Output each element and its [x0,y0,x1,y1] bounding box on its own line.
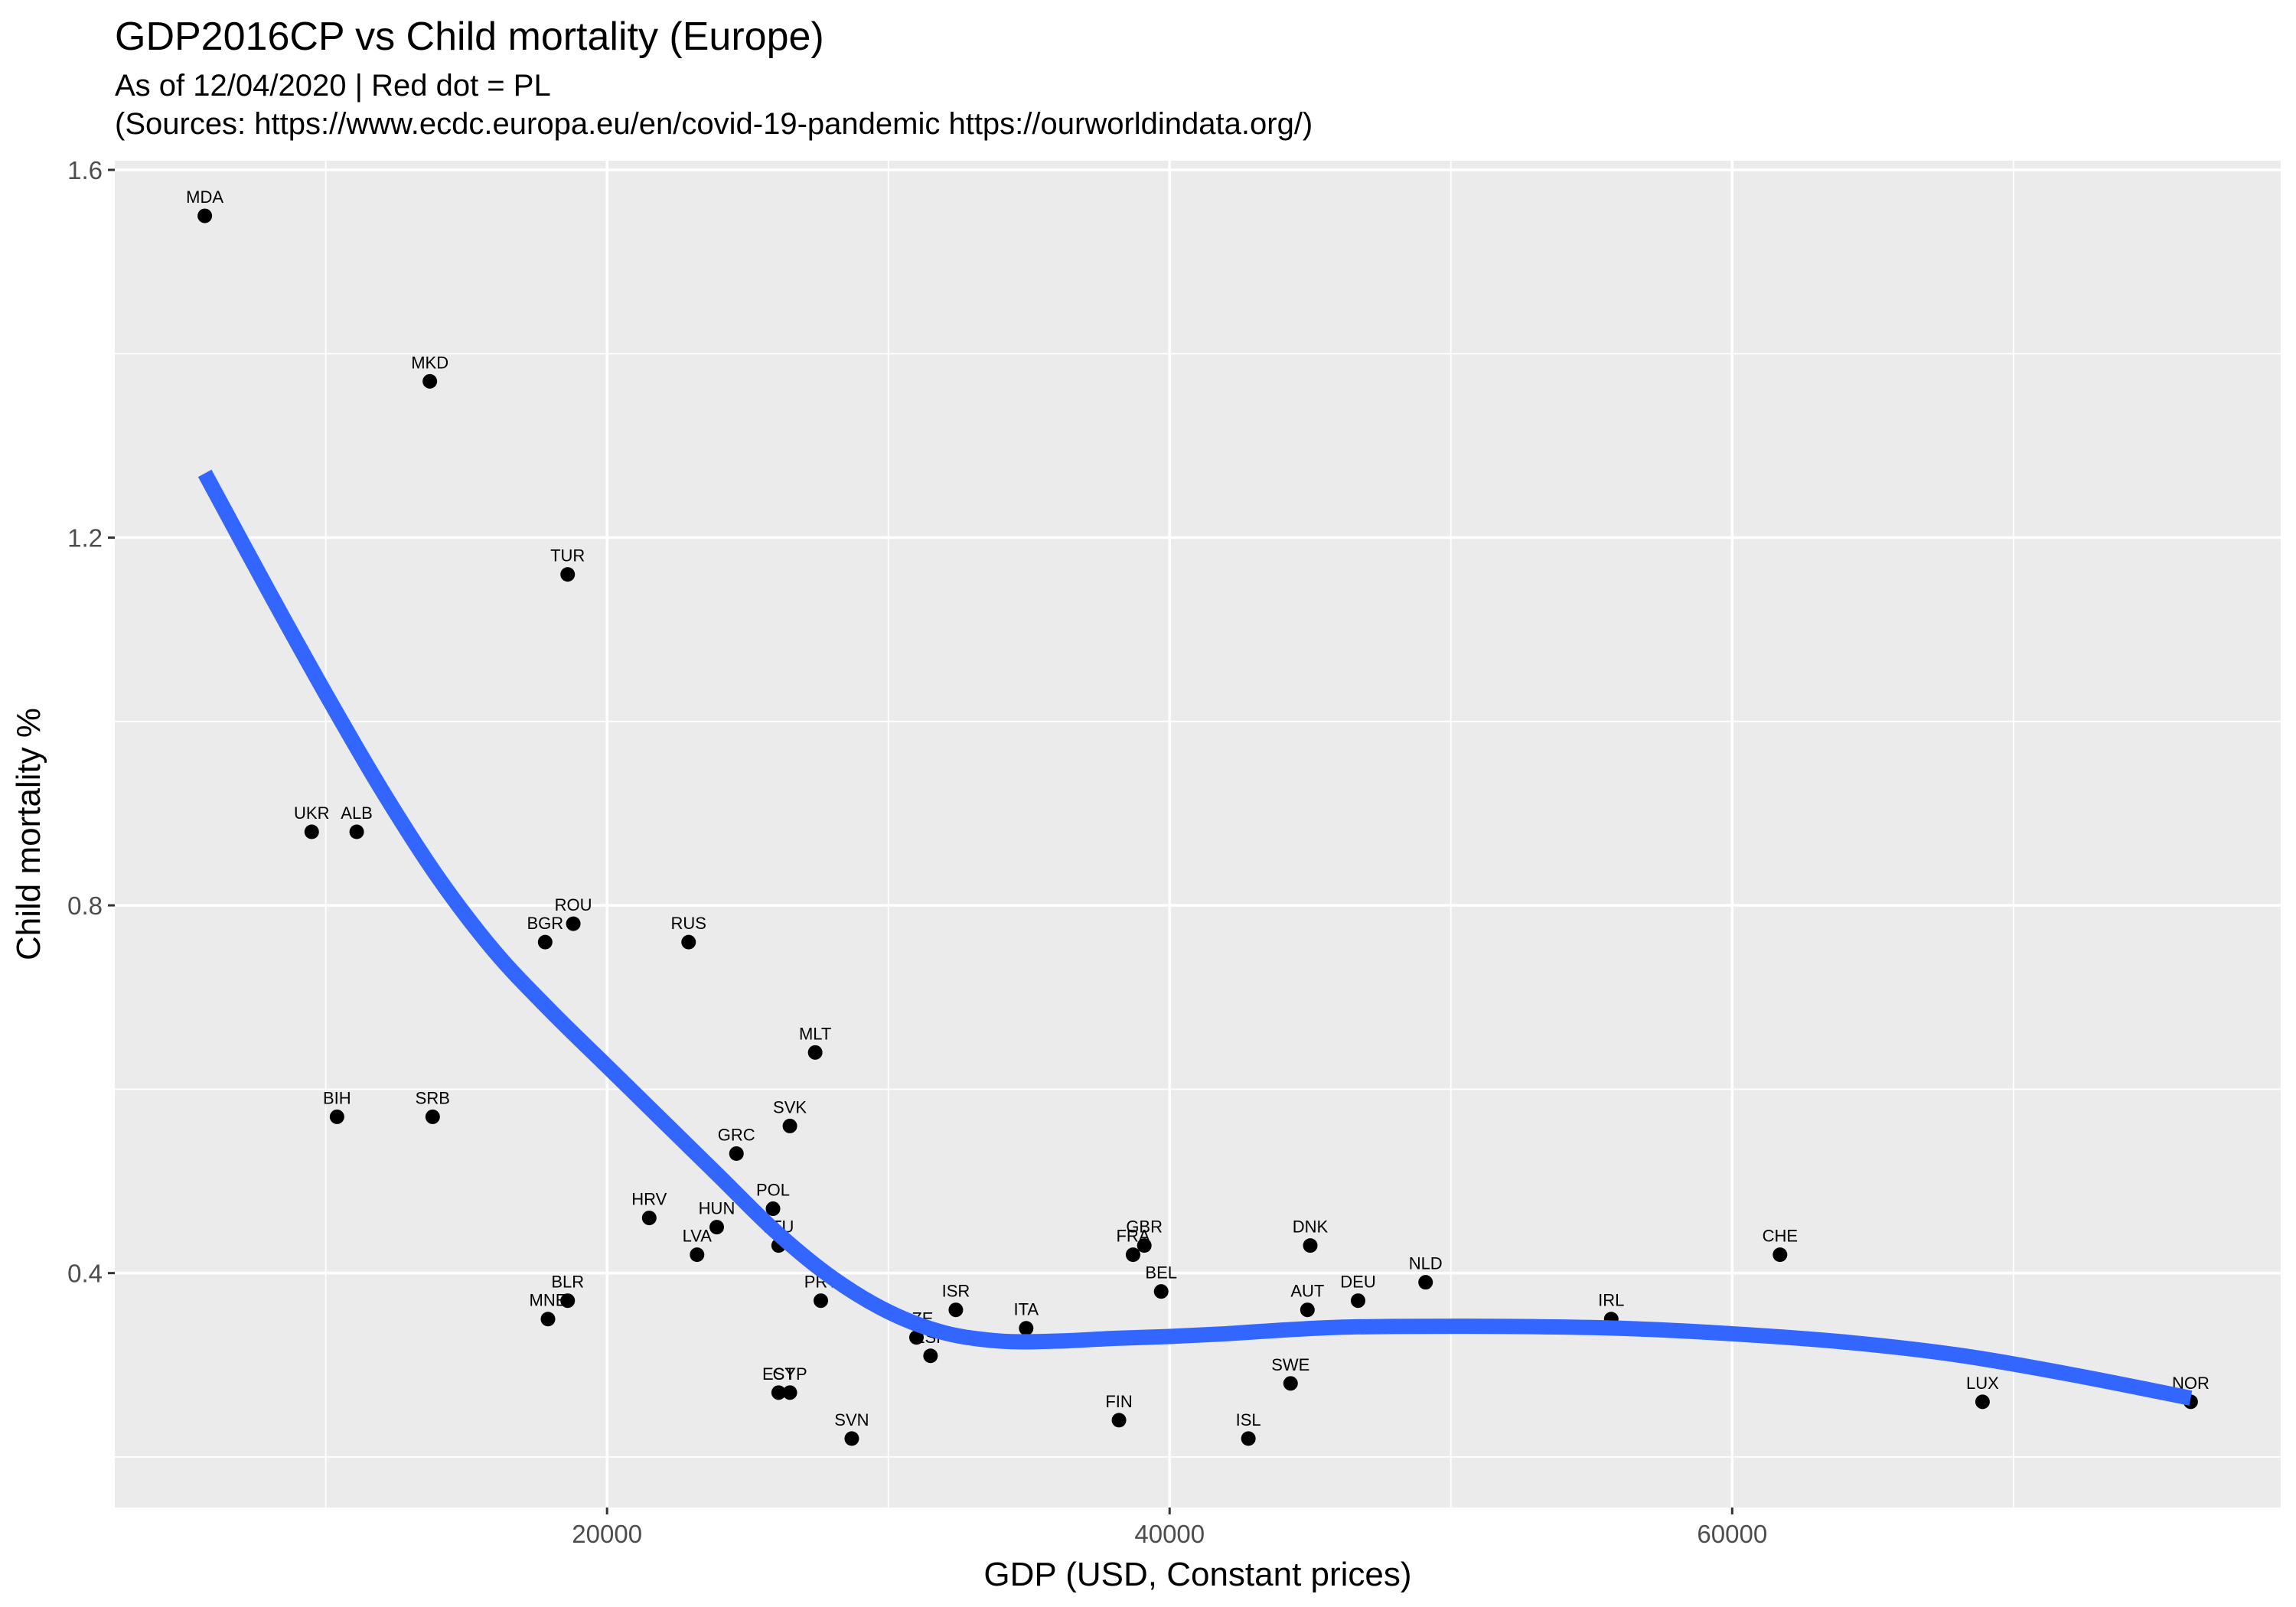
data-point-grc [729,1146,744,1161]
major-gridlines [115,161,2281,1508]
data-point-est [771,1385,786,1400]
data-point-isr [948,1302,964,1318]
point-label-hrv: HRV [631,1190,667,1209]
y-tick-label: 0.4 [67,1260,103,1288]
point-label-isr: ISR [942,1282,970,1301]
point-label-rus: RUS [671,914,706,933]
y-tick-label: 0.8 [67,892,103,920]
point-label-srb: SRB [416,1088,450,1107]
data-point-srb [425,1109,440,1124]
data-point-ukr [304,824,319,839]
plot-panel [115,161,2281,1508]
data-point-dnk [1303,1238,1318,1253]
data-point-esp [923,1348,938,1364]
data-point-nld [1418,1275,1433,1290]
axis-ticks [108,168,1733,1514]
point-label-blr: BLR [551,1273,584,1292]
data-point-bgr [537,934,553,950]
point-label-svk: SVK [773,1097,807,1116]
data-point-deu [1350,1293,1365,1309]
x-tick-label: 60000 [1697,1520,1767,1548]
data-point-tur [560,567,576,582]
point-label-mlt: MLT [799,1024,831,1043]
data-point-mne [540,1312,556,1327]
point-label-ukr: UKR [294,804,329,823]
data-point-hun [709,1220,725,1235]
x-tick-label: 20000 [572,1520,642,1548]
axis-tick-labels: 0.4 0.8 1.2 1.6 20000 40000 60000 [67,156,1767,1548]
point-label-deu: DEU [1340,1273,1375,1292]
point-label-tur: TUR [550,546,585,566]
data-point-blr [560,1293,576,1309]
point-label-lva: LVA [683,1227,713,1246]
point-label-bel: BEL [1145,1263,1177,1283]
data-point-alb [349,824,364,839]
point-label-mkd: MKD [411,353,448,372]
data-point-cze [908,1330,924,1345]
point-label-che: CHE [1763,1227,1798,1246]
data-point-gbr [1137,1238,1152,1253]
point-label-fin: FIN [1105,1392,1132,1411]
data-point-rou [566,916,581,931]
data-point-pol [765,1201,781,1217]
data-point-aut [1300,1302,1315,1318]
x-axis-label: GDP (USD, Constant prices) [983,1556,1411,1593]
data-point-hrv [641,1211,657,1226]
point-label-irl: IRL [1598,1291,1624,1310]
data-point-bel [1153,1284,1169,1299]
point-label-dnk: DNK [1293,1217,1329,1237]
chart-subtitle-line-2: (Sources: https://www.ecdc.europa.eu/en/… [115,107,1313,141]
y-tick-label: 1.2 [67,524,103,553]
point-label-grc: GRC [718,1125,755,1144]
point-label-mne: MNE [530,1291,567,1310]
data-point-swe [1283,1376,1298,1391]
chart-subtitle-line-1: As of 12/04/2020 | Red dot = PL [115,69,551,103]
point-label-ita: ITA [1014,1300,1039,1319]
smooth-trend-line [197,469,2193,1406]
x-tick-label: 40000 [1134,1520,1205,1548]
point-label-isl: ISL [1236,1410,1261,1429]
point-label-alb: ALB [341,804,373,823]
chart-title: GDP2016CP vs Child mortality (Europe) [115,15,824,59]
point-label-est: EST [762,1364,795,1384]
point-label-nld: NLD [1409,1254,1443,1273]
point-label-svn: SVN [834,1410,869,1429]
data-point-prt [814,1293,829,1309]
data-point-lva [690,1247,705,1263]
point-label-cyp: CYP [772,1364,807,1384]
data-point-isl [1241,1431,1256,1446]
y-axis-label: Child mortality % [10,708,47,960]
data-point-mlt [807,1045,823,1060]
point-label-bgr: BGR [527,914,563,933]
minor-gridlines [115,161,2281,1508]
point-label-lux: LUX [1966,1374,1999,1393]
point-label-mda: MDA [186,187,223,207]
data-point-cyp [782,1385,797,1400]
point-label-bih: BIH [323,1088,351,1107]
data-point-svn [844,1431,859,1446]
data-point-bih [329,1109,344,1124]
y-tick-label: 1.6 [67,156,103,184]
data-point-fra [1125,1247,1140,1263]
data-point-mkd [422,373,438,389]
point-label-aut: AUT [1290,1282,1324,1301]
data-point-svk [782,1118,797,1133]
data-point-fin [1111,1413,1127,1428]
point-label-rou: ROU [555,895,592,914]
data-point-rus [681,934,696,950]
point-label-pol: POL [756,1181,790,1200]
data-point-che [1773,1247,1788,1263]
data-point-lux [1975,1394,1990,1410]
point-label-hun: HUN [699,1199,735,1218]
data-point-ita [1019,1321,1034,1336]
point-label-gbr: GBR [1126,1217,1163,1237]
point-label-fra: FRA [1116,1227,1150,1246]
data-point-mda [197,208,213,223]
point-label-swe: SWE [1271,1355,1309,1374]
